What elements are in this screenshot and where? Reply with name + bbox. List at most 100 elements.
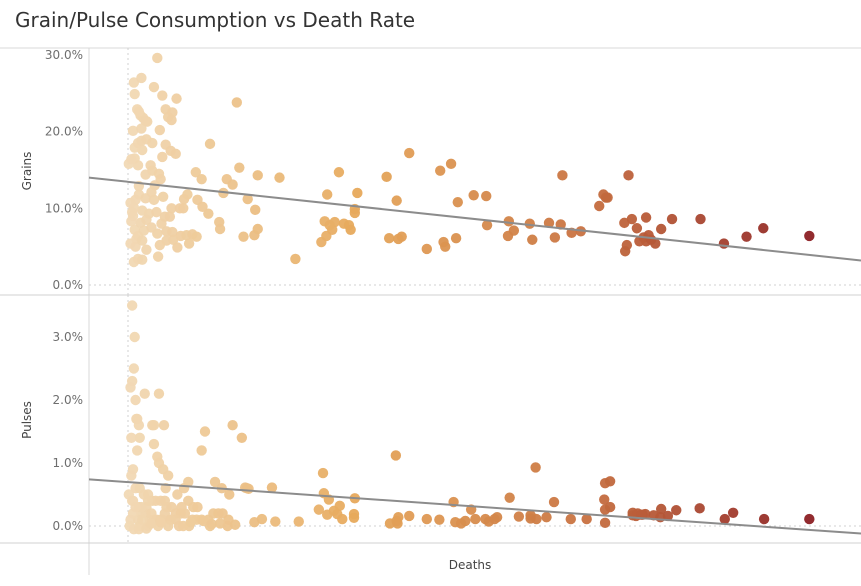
bottom-data-point	[530, 462, 541, 473]
top-y-tick-label: 30.0%	[45, 48, 83, 62]
bottom-data-point	[470, 513, 481, 525]
bottom-data-point	[243, 483, 254, 495]
top-data-point	[214, 223, 226, 235]
top-data-point	[154, 124, 166, 136]
top-data-point	[137, 205, 148, 216]
top-data-point	[322, 189, 333, 200]
bottom-data-point	[176, 501, 187, 513]
bottom-data-point	[421, 513, 433, 525]
bottom-data-point	[199, 426, 211, 437]
bottom-data-point	[129, 331, 140, 343]
top-data-point	[166, 203, 177, 214]
top-data-point	[157, 151, 168, 163]
top-data-point	[345, 224, 356, 235]
top-data-point	[621, 239, 633, 251]
bottom-y-tick-label: 3.0%	[53, 330, 84, 344]
top-points	[123, 52, 815, 268]
bottom-y-tick-label: 0.0%	[53, 519, 84, 533]
top-data-point	[157, 191, 169, 202]
bottom-data-point	[229, 519, 241, 530]
top-data-point	[126, 154, 137, 165]
top-panel: Grains 0.0% 10.0% 20.0% 30.0%	[0, 47, 861, 296]
bottom-data-point	[130, 394, 141, 406]
bottom-data-point	[213, 508, 224, 519]
top-data-point	[404, 147, 415, 159]
top-data-point	[151, 206, 162, 218]
bottom-data-point	[390, 450, 402, 461]
top-data-point	[804, 230, 815, 242]
top-data-point	[129, 88, 140, 100]
top-data-point	[137, 235, 148, 246]
bottom-data-point	[158, 420, 170, 431]
top-data-point	[631, 223, 643, 234]
top-data-point	[166, 114, 177, 126]
bottom-data-point	[206, 518, 217, 530]
bottom-data-point	[599, 494, 610, 505]
bottom-data-point	[313, 504, 325, 515]
top-y-ticks: 0.0% 10.0% 20.0% 30.0%	[45, 48, 83, 292]
bottom-data-point	[132, 445, 143, 456]
chart-title: Grain/Pulse Consumption vs Death Rate	[15, 8, 416, 32]
top-data-point	[154, 239, 166, 251]
bottom-data-point	[655, 503, 667, 515]
bottom-data-point	[125, 382, 136, 393]
top-data-point	[238, 231, 249, 242]
bottom-data-point	[404, 510, 415, 522]
bottom-points	[123, 300, 815, 535]
bottom-data-point	[256, 513, 268, 525]
top-data-point	[171, 93, 182, 104]
bottom-data-point	[604, 476, 616, 487]
top-data-point	[152, 251, 164, 262]
bottom-data-point	[565, 513, 576, 525]
bottom-data-point	[198, 515, 209, 527]
top-data-point	[718, 238, 730, 249]
top-data-point	[146, 222, 157, 233]
bottom-data-point	[126, 470, 137, 481]
bottom-data-point	[236, 432, 248, 443]
top-data-point	[695, 213, 706, 225]
top-data-point	[126, 216, 137, 227]
bottom-data-point	[434, 514, 445, 525]
top-data-point	[250, 204, 261, 216]
top-data-point	[152, 52, 163, 64]
top-data-point	[137, 254, 148, 265]
bottom-data-point	[172, 489, 183, 500]
top-data-point	[136, 72, 147, 84]
top-data-point	[191, 231, 202, 242]
top-data-point	[178, 193, 190, 205]
top-data-point	[242, 193, 253, 205]
bottom-data-point	[183, 476, 194, 488]
bottom-data-point	[491, 511, 503, 523]
top-data-point	[557, 170, 568, 181]
bottom-panel: Pulses 0.0% 1.0% 2.0% 3.0%	[0, 295, 861, 575]
top-data-point	[252, 170, 263, 181]
top-data-point	[174, 203, 186, 214]
bottom-data-point	[142, 495, 154, 506]
top-y-tick-label: 20.0%	[45, 125, 83, 139]
top-data-point	[594, 200, 605, 212]
top-y-tick-label: 10.0%	[45, 201, 83, 215]
top-data-point	[141, 244, 152, 255]
top-data-point	[650, 238, 661, 249]
top-data-point	[231, 97, 243, 108]
top-data-point	[170, 148, 181, 160]
top-data-point	[508, 225, 520, 236]
top-data-point	[741, 231, 752, 242]
bottom-data-point	[137, 514, 148, 525]
bottom-data-point	[293, 516, 304, 527]
bottom-data-point	[460, 515, 471, 527]
bottom-data-point	[266, 482, 278, 493]
top-data-point	[619, 217, 630, 229]
top-data-point	[147, 137, 158, 149]
top-data-point	[445, 158, 457, 170]
bottom-data-point	[758, 513, 770, 525]
top-data-point	[383, 233, 395, 244]
bottom-data-point	[727, 507, 739, 518]
top-data-point	[290, 253, 301, 265]
top-data-point	[252, 223, 263, 235]
top-data-point	[393, 233, 404, 245]
bottom-trend-line	[88, 478, 861, 535]
top-data-point	[141, 214, 152, 226]
bottom-data-point	[317, 467, 329, 479]
top-data-point	[136, 123, 147, 134]
